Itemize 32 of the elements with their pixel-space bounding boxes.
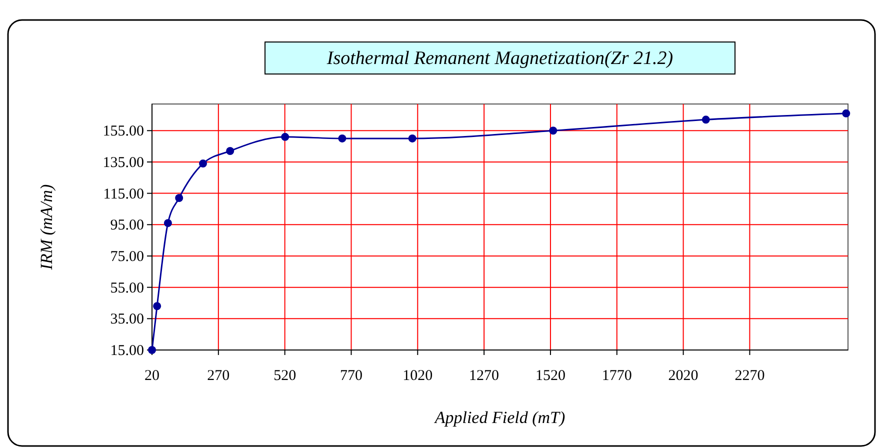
x-tick-label: 20 [144, 368, 160, 384]
x-tick-label: 1770 [602, 368, 632, 384]
y-tick-label: 75.00 [110, 248, 144, 265]
x-tick-label: 2020 [668, 368, 698, 384]
point [199, 160, 208, 168]
x-tick-label: 1270 [469, 368, 500, 384]
x-tick-label: 2270 [734, 368, 765, 384]
point [226, 147, 234, 156]
x-axis-title: Applied Field (mT) [434, 408, 566, 427]
point [702, 116, 710, 124]
point [408, 134, 416, 142]
x-tick-label: 270 [207, 368, 230, 384]
x-tick-label: 520 [274, 368, 296, 384]
point [164, 219, 172, 228]
y-axis-title: IRM (mA/m) [37, 184, 56, 271]
chart-title: Isothermal Remanent Magnetization(Zr 21.2) [326, 48, 674, 69]
y-tick-label: 155.00 [102, 124, 144, 140]
y-tick-label: 35.00 [110, 312, 144, 328]
x-tick-label: 1020 [402, 368, 433, 384]
point [549, 126, 558, 135]
x-tick-label: 770 [340, 368, 362, 384]
y-tick-label: 115.00 [103, 186, 144, 202]
x-tick-label: 1520 [535, 368, 566, 384]
point [153, 302, 162, 310]
point [281, 132, 290, 141]
y-tick-label: 95.00 [110, 218, 144, 234]
point [842, 109, 850, 118]
point [338, 134, 346, 142]
y-tick-label: 15.00 [110, 343, 144, 359]
y-tick-label: 55.00 [110, 280, 144, 296]
y-tick-label: 135.00 [102, 154, 144, 171]
point [175, 194, 184, 202]
